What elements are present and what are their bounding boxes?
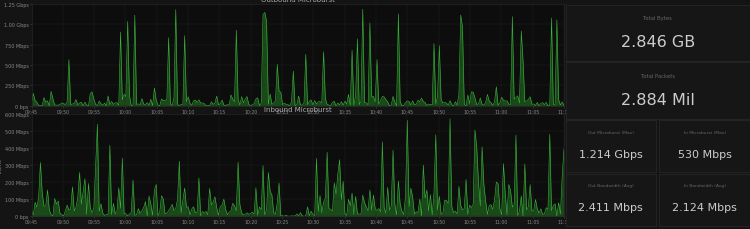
- Text: Total Bytes: Total Bytes: [644, 16, 672, 21]
- Y-axis label: Traffic: Traffic: [0, 47, 2, 64]
- Title: Outbound Microburst: Outbound Microburst: [261, 0, 334, 3]
- Text: In Microburst (Max): In Microburst (Max): [684, 130, 725, 134]
- Text: 2.846 GB: 2.846 GB: [621, 35, 695, 49]
- Text: Out Bandwidth (Avg): Out Bandwidth (Avg): [588, 183, 634, 187]
- Text: 1.214 Gbps: 1.214 Gbps: [579, 150, 643, 159]
- Title: Inbound Microburst: Inbound Microburst: [264, 107, 332, 113]
- Text: Total Packets: Total Packets: [640, 73, 675, 78]
- Y-axis label: Traffic: Traffic: [0, 157, 2, 174]
- Text: 2.124 Mbps: 2.124 Mbps: [672, 203, 737, 213]
- Text: In Bandwidth (Avg): In Bandwidth (Avg): [684, 183, 725, 187]
- Text: 530 Mbps: 530 Mbps: [678, 150, 731, 159]
- Text: 2.884 Mil: 2.884 Mil: [621, 92, 695, 107]
- Text: Out Microburst (Max): Out Microburst (Max): [588, 130, 634, 134]
- Text: 2.411 Mbps: 2.411 Mbps: [578, 203, 644, 213]
